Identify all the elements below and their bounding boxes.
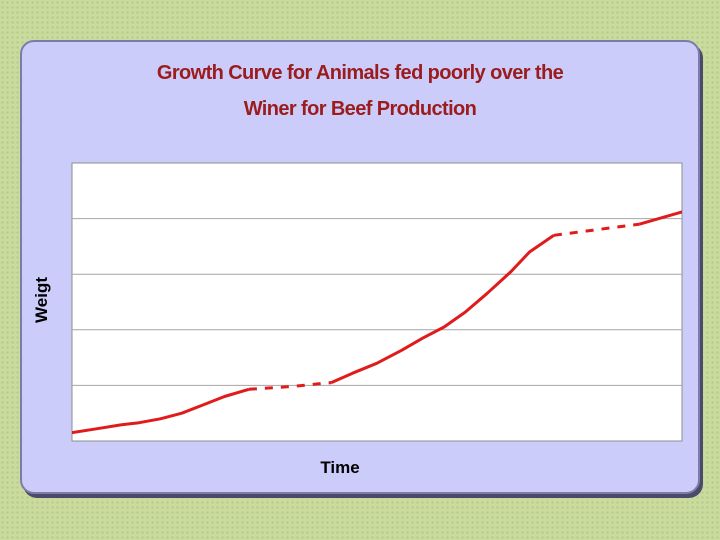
- plot-area: [71, 162, 683, 442]
- series-line-segment-dashed: [553, 222, 640, 237]
- chart-title-line-2: Winer for Beef Production: [243, 98, 477, 120]
- chart-title-line-1: Growth Curve for Animals fed poorly over…: [156, 62, 564, 84]
- series-line-segment-solid: [638, 210, 682, 226]
- series-line-segment-solid: [330, 234, 555, 384]
- series-line-segment-solid: [72, 387, 250, 435]
- series-line-segment-dashed: [248, 381, 332, 391]
- y-axis-label: Weigt: [32, 277, 51, 323]
- x-axis-label: Time: [320, 458, 360, 477]
